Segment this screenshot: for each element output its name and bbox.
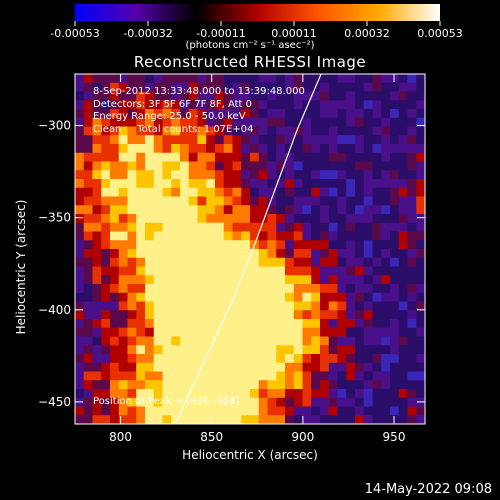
plot-title: Reconstructed RHESSI Image	[133, 53, 367, 71]
colorbar-units: (photons cm⁻² s⁻¹ asec⁻²)	[185, 40, 315, 51]
x-tick-label: 900	[291, 430, 314, 444]
solar-limb-line	[174, 74, 322, 424]
colorbar-tick-label: 0.00032	[344, 27, 390, 40]
colorbar-tick-label: -0.00032	[123, 27, 173, 40]
plot-frame	[74, 73, 426, 425]
colorbar-tick-label: -0.00011	[196, 27, 246, 40]
x-tick-label: 950	[383, 430, 406, 444]
y-tick-label: −350	[38, 211, 71, 225]
x-tick-label: 800	[109, 430, 132, 444]
colorbar-tick-label: -0.00053	[50, 27, 100, 40]
y-tick-label: −300	[38, 119, 71, 133]
info-block: 8-Sep-2012 13:33:48.000 to 13:39:48.000 …	[93, 86, 305, 136]
x-axis: 800 850 900 950	[109, 74, 405, 444]
colorbar	[75, 4, 440, 21]
colorbar-ticks	[74, 21, 441, 26]
info-time-range: 8-Sep-2012 13:33:48.000 to 13:39:48.000	[93, 86, 305, 97]
info-energy-range: Energy Range: 25.0 - 50.0 keV	[93, 111, 246, 122]
heatmap-image	[75, 74, 425, 424]
info-clean-counts: Clean Total counts: 1.07E+04	[93, 123, 254, 135]
timestamp: 14-May-2022 09:08	[364, 482, 492, 497]
info-detectors: Detectors: 3F 5F 6F 7F 8F, Att 0	[93, 98, 253, 110]
peak-position-label: Position of Peak = [836,-368]	[93, 396, 240, 407]
y-axis-label: Heliocentric Y (arcsec)	[14, 199, 28, 335]
x-tick-label: 850	[200, 430, 223, 444]
x-axis-label: Heliocentric X (arcsec)	[182, 448, 318, 462]
y-tick-label: −450	[38, 395, 71, 409]
y-axis: −300 −350 −400 −450	[38, 119, 425, 409]
y-tick-label: −400	[38, 303, 71, 317]
colorbar-tick-label: 0.00053	[417, 27, 463, 40]
colorbar-tick-label: 0.00011	[271, 27, 317, 40]
